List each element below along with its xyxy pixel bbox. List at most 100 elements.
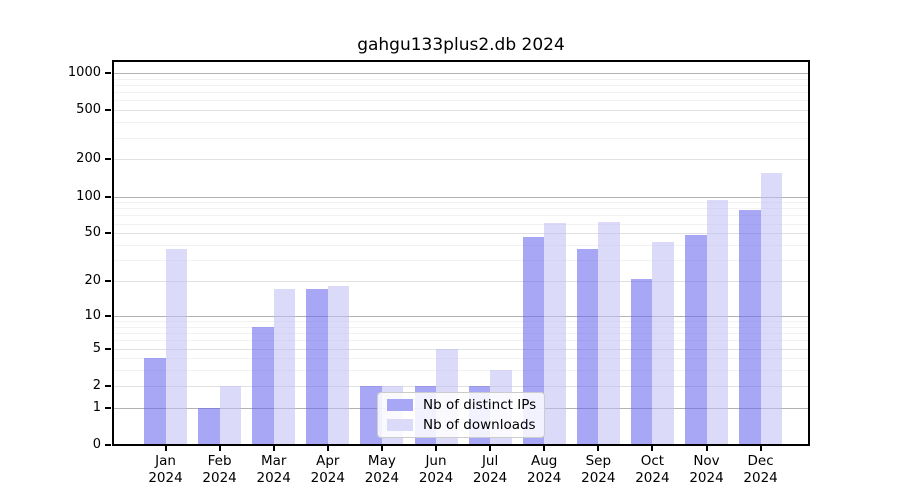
x-tick-label: Nov 2024 [675, 453, 739, 487]
gridline-500 [112, 110, 810, 112]
y-tick-mark [105, 347, 111, 350]
y-tick-label: 50 [84, 225, 101, 241]
gridline-8 [112, 326, 810, 328]
y-tick-label: 500 [76, 102, 101, 118]
x-tick-label: Oct 2024 [620, 453, 684, 487]
x-label-month: Jun [425, 453, 447, 469]
gridline-2 [112, 385, 810, 387]
gridline-6 [112, 340, 810, 342]
bar-distinct-ips [576, 249, 599, 446]
x-label-year: 2024 [635, 470, 670, 486]
bar-distinct-ips [144, 358, 166, 446]
x-tick-label: Apr 2024 [296, 453, 360, 487]
bar-downloads [706, 199, 728, 446]
x-tick-mark [597, 446, 600, 451]
gridline-90 [112, 202, 810, 204]
gridline-800 [112, 84, 810, 86]
x-tick-mark [543, 446, 546, 451]
x-tick-label: May 2024 [350, 453, 414, 487]
x-label-year: 2024 [527, 470, 562, 486]
x-label-year: 2024 [418, 470, 454, 486]
x-label-month: Apr [316, 453, 340, 469]
y-tick-label: 100 [76, 188, 101, 204]
x-tick-mark [218, 446, 221, 451]
bar-distinct-ips [739, 209, 761, 446]
bar-downloads [652, 242, 674, 446]
x-tick-mark [489, 446, 492, 451]
x-tick-label: Jan 2024 [134, 453, 198, 487]
legend-swatch-distinct-ips [387, 399, 413, 411]
y-tick-label: 5 [92, 340, 101, 356]
x-label-month: May [367, 453, 396, 469]
x-label-month: Dec [747, 453, 774, 469]
gridline-5 [112, 348, 810, 350]
gridline-10 [112, 315, 810, 317]
gridline-1000 [112, 72, 810, 74]
legend: Nb of distinct IPs Nb of downloads [377, 392, 545, 438]
legend-row: Nb of distinct IPs [378, 397, 544, 413]
bar-distinct-ips [685, 235, 707, 446]
x-label-month: Feb [207, 453, 232, 469]
x-label-year: 2024 [256, 470, 291, 486]
gridline-9 [112, 321, 810, 322]
x-label-month: Aug [531, 453, 558, 469]
bar-downloads [327, 286, 350, 446]
gridline-40 [112, 245, 810, 246]
x-label-year: 2024 [148, 470, 183, 486]
x-label-month: Sep [585, 453, 612, 469]
bar-downloads [544, 222, 566, 446]
bar-downloads [598, 221, 620, 446]
x-tick-mark [705, 446, 708, 451]
y-tick-label: 20 [84, 273, 101, 288]
y-tick-mark [105, 314, 111, 317]
x-tick-mark [435, 446, 437, 451]
gridline-900 [112, 78, 810, 80]
x-label-year: 2024 [743, 470, 778, 486]
y-tick-mark [105, 71, 111, 74]
x-tick-label: Jun 2024 [404, 453, 468, 487]
x-tick-mark [759, 446, 762, 451]
x-tick-label: Dec 2024 [729, 453, 793, 487]
gridline-600 [112, 100, 810, 102]
x-tick-label: Sep 2024 [566, 453, 630, 487]
legend-swatch-downloads [387, 419, 413, 431]
x-label-year: 2024 [364, 470, 400, 486]
x-label-year: 2024 [472, 470, 508, 486]
y-tick-mark [105, 109, 111, 112]
bar-downloads [165, 249, 187, 446]
y-tick-label: 10 [84, 307, 101, 323]
x-tick-label: Mar 2024 [242, 453, 306, 487]
y-tick-mark [105, 384, 111, 387]
y-tick-label: 2 [92, 377, 101, 393]
y-tick-mark [105, 158, 111, 161]
x-tick-label: Aug 2024 [512, 453, 576, 487]
gridline-400 [112, 122, 810, 124]
legend-label: Nb of distinct IPs [423, 397, 537, 413]
x-tick-mark [651, 446, 654, 451]
x-label-month: Nov [693, 453, 720, 469]
y-tick-mark [105, 444, 111, 446]
bar-distinct-ips [198, 407, 220, 446]
x-tick-label: Feb 2024 [188, 453, 252, 487]
x-label-year: 2024 [689, 470, 724, 486]
bar-downloads [219, 385, 242, 446]
y-tick-mark [105, 280, 111, 282]
y-tick-mark [105, 406, 111, 409]
x-tick-mark [272, 446, 275, 451]
x-label-year: 2024 [310, 470, 345, 486]
y-tick-label: 200 [76, 151, 101, 167]
gridline-80 [112, 208, 810, 210]
bar-distinct-ips [630, 278, 653, 446]
y-tick-mark [105, 195, 111, 198]
gridline-100 [112, 196, 810, 198]
x-tick-label: Jul 2024 [458, 453, 522, 487]
gridline-4 [112, 358, 810, 360]
bar-distinct-ips [360, 385, 382, 446]
gridline-3 [112, 370, 810, 372]
x-label-month: Mar [260, 453, 287, 469]
bar-distinct-ips [306, 289, 328, 446]
gridline-50 [112, 233, 810, 235]
bar-distinct-ips [252, 326, 274, 446]
x-tick-mark [380, 446, 383, 451]
